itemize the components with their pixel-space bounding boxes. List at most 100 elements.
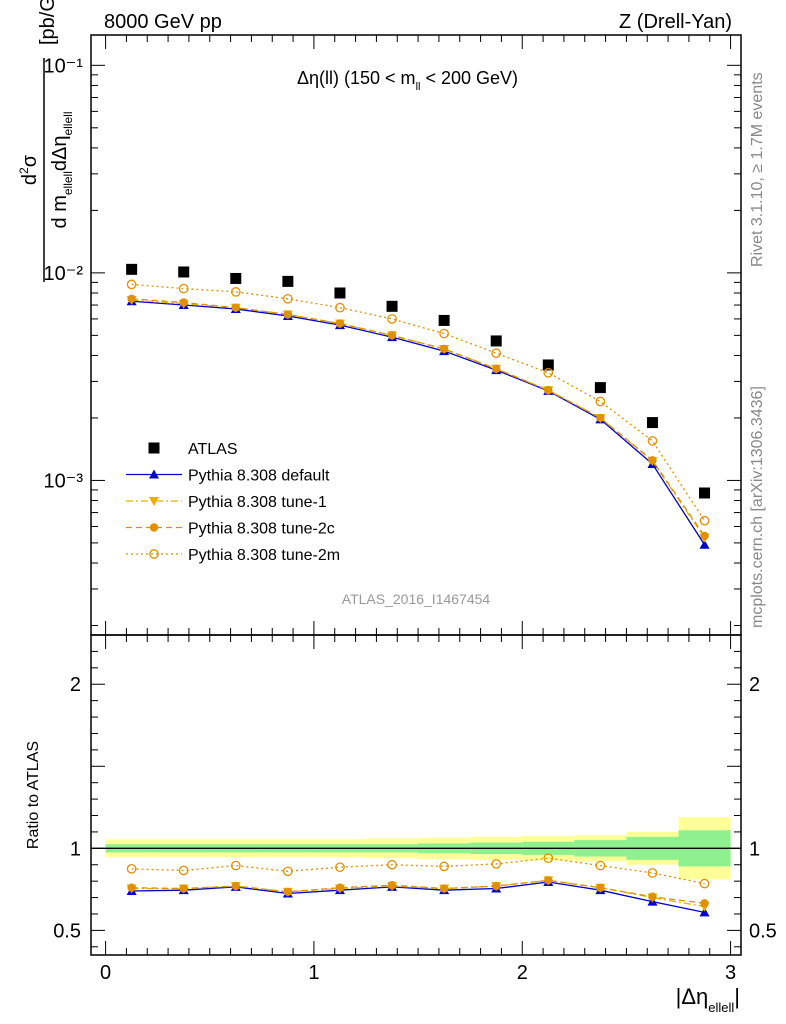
main-data-point [700, 531, 709, 541]
main-data-point [699, 539, 710, 549]
header-right: Z (Drell-Yan) [619, 11, 732, 33]
svg-text:d2σ: d2σ [17, 154, 41, 185]
main-data-point [126, 279, 137, 290]
ratio-data-point [700, 899, 709, 908]
main-data-point [178, 283, 189, 294]
main-plot-series [126, 263, 711, 549]
main-data-point [178, 266, 190, 278]
ratio-uncertainty-bands [91, 817, 741, 880]
main-data-point [596, 413, 605, 423]
legend-marker [149, 549, 159, 559]
main-data-point [386, 300, 398, 312]
main-series-line [131, 283, 706, 522]
main-data-point [334, 287, 346, 299]
x-tick-label: 1 [308, 962, 319, 984]
ratio-data-point [231, 881, 240, 891]
ratio-data-point [544, 876, 553, 885]
ratio-data-point [699, 878, 710, 889]
main-data-point [282, 275, 294, 287]
legend: ATLAS Pythia 8.308 default Pythia 8.308 tu… [126, 441, 340, 564]
ratio-data-point [230, 860, 241, 871]
main-data-point [699, 515, 710, 526]
legend-label: Pythia 8.308 tune-2c [188, 521, 335, 538]
y-tick-label: 10⁻¹ [44, 55, 84, 77]
x-tick-label: 0 [100, 962, 111, 984]
main-data-point [387, 331, 397, 340]
y-tick-label: 10⁻³ [44, 470, 84, 492]
ratio-y-tick-label: 1 [70, 838, 81, 860]
main-data-point [439, 328, 449, 339]
ratio-data-point [335, 862, 345, 873]
ratio-data-point [179, 884, 188, 893]
main-data-point [595, 396, 606, 407]
analysis-label: ATLAS_2016_I1467454 [342, 591, 491, 607]
ratio-y-tick-label-right: 0.5 [749, 920, 777, 942]
ratio-plot-series [126, 853, 710, 917]
ratio-data-point [439, 884, 449, 893]
main-plot-title: Δη(ll) (150 < mll < 200 GeV) [297, 68, 518, 93]
ratio-data-point [178, 865, 189, 876]
ratio-data-point [126, 863, 137, 874]
main-data-point [335, 319, 345, 328]
ratio-data-point [127, 883, 136, 892]
main-data-point [387, 314, 397, 324]
ratio-data-point [283, 866, 293, 877]
main-data-point [283, 310, 293, 319]
x-tick-label: 2 [517, 962, 528, 984]
ratio-data-point [439, 861, 449, 872]
legend-label: ATLAS [188, 441, 238, 458]
ratio-y-tick-label-right: 1 [749, 838, 760, 860]
ratio-data-point [543, 853, 554, 864]
main-data-point [126, 263, 138, 275]
main-plot-frame [90, 34, 742, 636]
main-data-point [491, 348, 502, 359]
svg-text:d mellelldΔηellell: d mellelldΔηellell [49, 112, 75, 229]
legend-marker [148, 442, 160, 454]
ratio-series-line [131, 857, 705, 885]
ratio-data-point [595, 860, 606, 871]
ratio-data-point [335, 883, 345, 892]
main-data-point [127, 294, 136, 304]
ratio-y-tick-label: 0.5 [53, 920, 81, 942]
main-data-point [492, 364, 501, 374]
main-data-point [230, 272, 242, 284]
legend-label: Pythia 8.308 tune-1 [188, 494, 327, 511]
ratio-data-point [647, 868, 658, 878]
ratio-data-point [387, 881, 397, 890]
y-tick-label: 10⁻² [44, 263, 84, 285]
main-series-line [131, 300, 706, 546]
ratio-data-point [596, 883, 605, 892]
ratio-data-point [648, 892, 657, 901]
ratio-series-line [131, 881, 705, 913]
ratio-data-point [699, 907, 710, 917]
legend-marker [149, 469, 159, 479]
ratio-y-axis-label: Ratio to ATLAS [25, 741, 42, 849]
main-data-point [230, 287, 241, 297]
main-data-point [648, 456, 657, 465]
ratio-data-point [387, 859, 397, 870]
main-data-point [699, 487, 711, 499]
ratio-series-line [131, 879, 705, 908]
x-tick-label: 3 [725, 962, 736, 984]
ratio-data-point [283, 887, 293, 897]
rivet-version-label: Rivet 3.1.10, ≥ 1.7M events [749, 72, 766, 267]
main-data-point [646, 417, 658, 429]
ratio-y-tick-label: 2 [70, 674, 81, 696]
ratio-data-point [492, 881, 501, 891]
legend-label: Pythia 8.308 tune-2m [188, 547, 340, 564]
header-left: 8000 GeV pp [104, 11, 222, 33]
main-y-axis-label: d2σ d mellelldΔηellell [pb/GeV] [17, 0, 75, 282]
main-data-point [335, 302, 345, 313]
main-data-point [490, 335, 502, 347]
x-axis-label: |Δηellell| [676, 984, 740, 1015]
mcplots-label: mcplots.cern.ch [arXiv:1306.3436] [749, 386, 766, 628]
main-data-point [594, 382, 606, 394]
main-data-point [439, 344, 449, 354]
axis-ticks: 0 1 2 3 10⁻³ 10⁻² 10⁻¹ 0.5 0.5 1 1 2 2 [44, 35, 777, 984]
main-data-point [283, 293, 293, 304]
main-data-point [179, 298, 188, 307]
legend-marker [149, 497, 159, 506]
main-data-point [438, 314, 450, 326]
legend-label: Pythia 8.308 default [188, 468, 330, 485]
